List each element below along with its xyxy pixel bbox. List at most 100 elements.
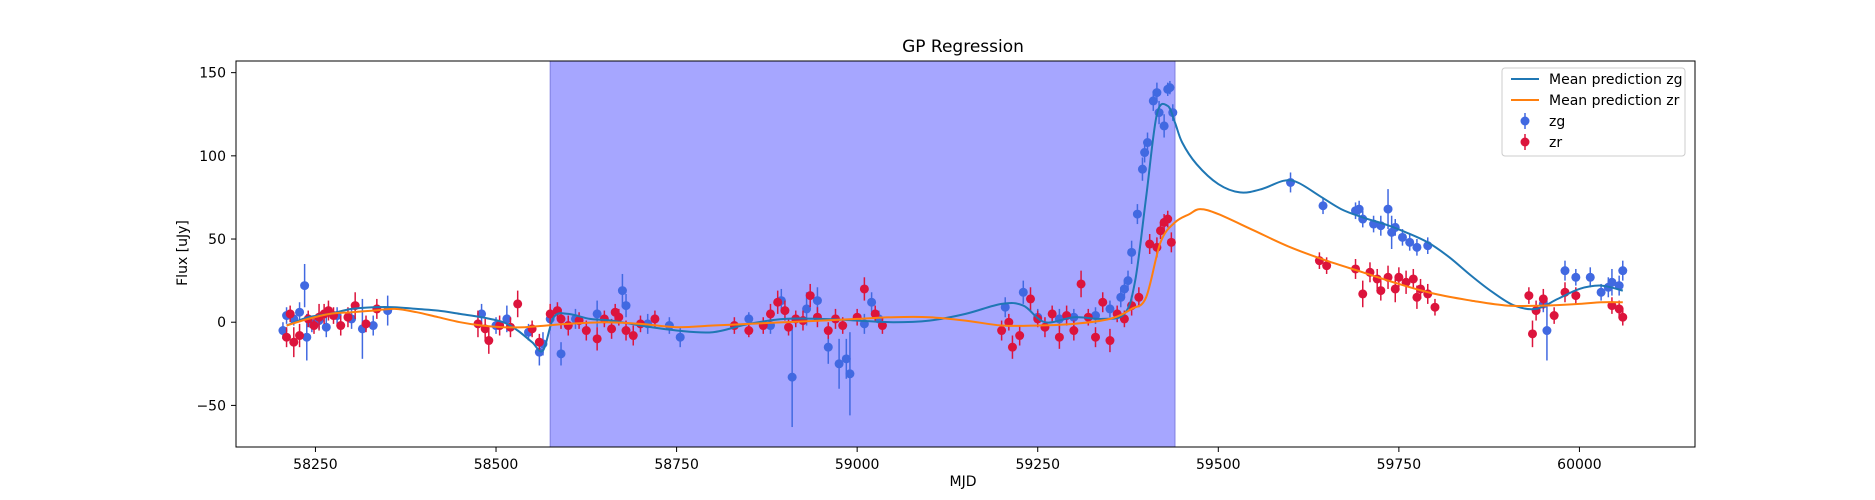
- zg-point: [278, 326, 288, 336]
- zg-point: [1143, 138, 1153, 148]
- zr-point: [1054, 332, 1064, 342]
- zr-point: [1322, 261, 1332, 271]
- zr-point: [780, 306, 790, 316]
- zg-point: [321, 322, 331, 332]
- legend-label-zr-line: Mean prediction zr: [1549, 93, 1680, 109]
- zr-point: [607, 324, 617, 334]
- zr-point: [1091, 332, 1101, 342]
- zg-point: [1560, 266, 1570, 276]
- zr-point: [784, 322, 794, 332]
- zr-point: [556, 314, 566, 324]
- zr-point: [1607, 301, 1617, 311]
- zr-point: [1105, 336, 1115, 346]
- zr-point: [599, 314, 609, 324]
- zg-point: [1105, 304, 1115, 314]
- zr-point: [1069, 326, 1079, 336]
- x-tick-label: 58500: [474, 457, 519, 473]
- zr-point: [1004, 317, 1014, 327]
- zr-point: [309, 321, 319, 331]
- zr-point: [1026, 294, 1036, 304]
- zr-point: [1524, 291, 1534, 301]
- zr-point: [1527, 329, 1537, 339]
- zg-point: [1152, 88, 1162, 98]
- zg-point: [1383, 204, 1393, 214]
- zg-point: [1018, 287, 1028, 297]
- zr-point: [581, 326, 591, 336]
- plot-area: [278, 60, 1628, 448]
- zr-point: [1040, 322, 1050, 332]
- zr-point: [838, 321, 848, 331]
- zg-point: [1585, 272, 1595, 282]
- zr-point: [592, 334, 602, 344]
- zg-point: [834, 359, 844, 369]
- zr-point: [1408, 274, 1418, 284]
- zg-point: [300, 281, 310, 291]
- zg-point: [1354, 204, 1364, 214]
- zg-point: [534, 347, 544, 357]
- zg-point: [1123, 276, 1133, 286]
- zr-point: [545, 309, 555, 319]
- zg-point: [621, 301, 631, 311]
- zr-point: [621, 326, 631, 336]
- zg-point: [1165, 83, 1175, 93]
- zg-point: [1542, 326, 1552, 336]
- mean-prediction-zr-line: [286, 208, 1623, 329]
- zg-point: [592, 309, 602, 319]
- zr-point: [823, 326, 833, 336]
- x-tick-label: 58750: [654, 457, 699, 473]
- zg-point: [1137, 164, 1147, 174]
- zr-point: [1358, 289, 1368, 299]
- zr-point: [534, 337, 544, 347]
- y-tick-label: 50: [208, 232, 226, 248]
- zg-point: [675, 332, 685, 342]
- zg-point: [802, 304, 812, 314]
- y-tick-label: 100: [199, 149, 226, 165]
- zg-point: [1607, 277, 1617, 287]
- y-tick-label: 0: [217, 315, 226, 331]
- shaded-region: [549, 60, 1176, 448]
- zg-point: [1397, 232, 1407, 242]
- zr-point: [295, 331, 305, 341]
- x-tick-label: 60000: [1557, 457, 1602, 473]
- zr-point: [285, 309, 295, 319]
- zr-point: [1076, 279, 1086, 289]
- zg-point: [1412, 242, 1422, 252]
- zr-point: [484, 336, 494, 346]
- x-tick-label: 59500: [1196, 457, 1241, 473]
- zg-point: [617, 286, 627, 296]
- x-tick-label: 58250: [293, 457, 338, 473]
- zg-point: [1000, 302, 1010, 312]
- zg-point: [1148, 96, 1158, 106]
- zr-point: [744, 326, 754, 336]
- zr-point: [282, 332, 292, 342]
- legend-box: [1501, 67, 1686, 157]
- x-tick-label: 59250: [1015, 457, 1060, 473]
- y-axis-label: Flux [uJy]: [175, 220, 191, 286]
- axes-frame: [235, 60, 1696, 448]
- zr-point: [1145, 239, 1155, 249]
- zg-point: [841, 354, 851, 364]
- zg-point: [295, 307, 305, 317]
- zg-point: [1132, 209, 1142, 219]
- zr-point: [1156, 226, 1166, 236]
- zr-point: [650, 314, 660, 324]
- zr-point: [1614, 304, 1624, 314]
- zg-point: [556, 349, 566, 359]
- zr-point: [361, 319, 371, 329]
- x-tick-label: 59000: [835, 457, 880, 473]
- legend: Mean prediction zg Mean prediction zr zg…: [1501, 67, 1686, 157]
- zg-point: [1116, 292, 1126, 302]
- zr-point: [773, 297, 783, 307]
- zg-point: [502, 314, 512, 324]
- zr-point: [614, 312, 624, 322]
- zr-point: [343, 312, 353, 322]
- zg-point: [1618, 266, 1628, 276]
- zr-point: [1549, 311, 1559, 321]
- zr-point: [1098, 297, 1108, 307]
- x-tick-label: 59750: [1377, 457, 1422, 473]
- legend-label-zg-line: Mean prediction zg: [1549, 72, 1683, 88]
- zr-point: [1618, 312, 1628, 322]
- zg-point: [1127, 247, 1137, 257]
- zg-point: [1596, 287, 1606, 297]
